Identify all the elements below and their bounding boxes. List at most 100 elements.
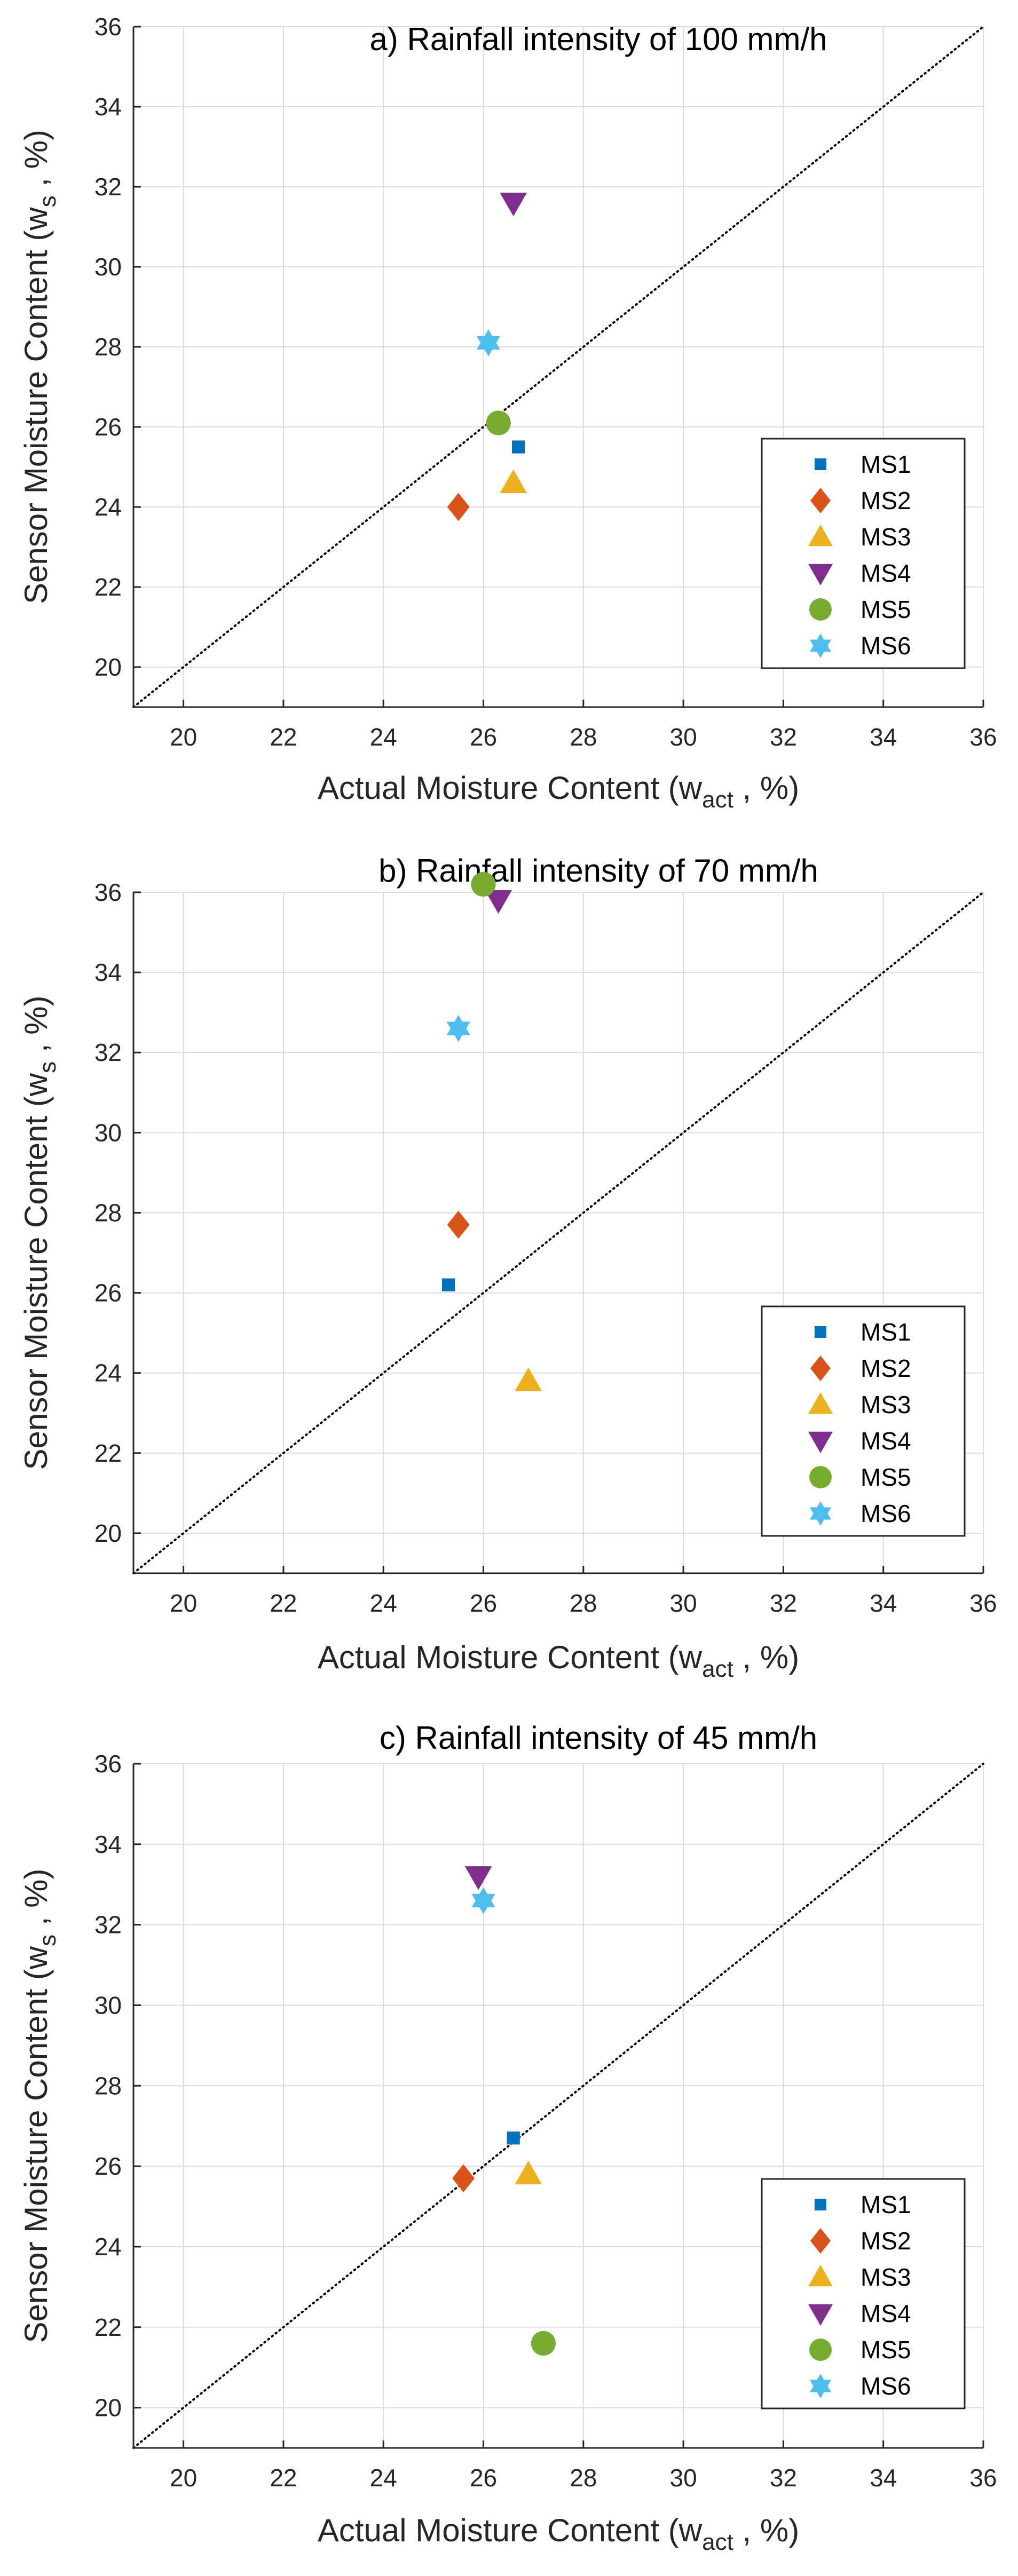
legend-marker-ms2 xyxy=(810,1356,831,1381)
legend-label: MS6 xyxy=(861,2372,911,2400)
x-tick-label: 24 xyxy=(370,1589,397,1617)
legend-marker-ms4 xyxy=(808,1431,833,1453)
reference-line-1to1 xyxy=(132,891,984,1574)
legend-label: MS5 xyxy=(861,1463,911,1491)
y-tick-label: 22 xyxy=(94,573,122,601)
legend-item-ms2: MS2 xyxy=(810,1354,911,1382)
y-axis-label-main: Sensor Moisture Content (w xyxy=(18,1946,54,2343)
x-axis-label-tail: , %) xyxy=(733,770,799,806)
x-tick-label: 22 xyxy=(270,723,297,751)
y-axis-label-tail: , %) xyxy=(18,996,54,1061)
x-tick-label: 30 xyxy=(670,723,697,751)
legend-item-ms4: MS4 xyxy=(808,559,911,587)
legend-label: MS6 xyxy=(861,632,911,660)
x-tick-label: 36 xyxy=(969,1589,997,1617)
legend-item-ms3: MS3 xyxy=(808,2263,911,2291)
y-tick-label: 36 xyxy=(94,878,122,906)
data-point-ms1 xyxy=(441,1278,455,1291)
x-tick-label: 30 xyxy=(670,1589,697,1617)
legend-item-ms2: MS2 xyxy=(810,487,911,514)
legend-marker-ms2 xyxy=(810,488,831,513)
x-axis-label-tail: , %) xyxy=(733,1639,799,1675)
x-axis-label-main: Actual Moisture Content (w xyxy=(318,1639,703,1675)
legend-marker-ms5 xyxy=(809,1466,832,1488)
legend-marker-ms1 xyxy=(815,2199,826,2210)
x-tick-label: 34 xyxy=(870,1589,897,1617)
y-tick-label: 36 xyxy=(94,13,122,41)
x-tick-label: 22 xyxy=(270,1589,297,1617)
legend-label: MS3 xyxy=(861,1391,911,1418)
y-axis-label: Sensor Moisture Content (ws , %) xyxy=(18,996,61,1470)
legend-item-ms2: MS2 xyxy=(810,2227,911,2255)
x-tick-label: 32 xyxy=(770,723,797,751)
legend: MS1 MS2 MS3 MS4 MS5 MS6 xyxy=(761,438,966,669)
data-point-ms5 xyxy=(471,871,496,897)
y-tick-label: 36 xyxy=(94,1750,122,1778)
x-tick-label: 36 xyxy=(969,2464,997,2492)
x-tick-label: 20 xyxy=(170,1589,197,1617)
y-tick-label: 28 xyxy=(94,1199,122,1226)
x-axis-label-subscript: act xyxy=(702,787,733,813)
y-tick-label: 24 xyxy=(94,493,122,521)
x-tick-label: 32 xyxy=(770,1589,797,1617)
y-axis-label-main: Sensor Moisture Content (w xyxy=(18,1073,54,1470)
x-tick-label: 24 xyxy=(370,2464,397,2492)
chart-title: c) Rainfall intensity of 45 mm/h xyxy=(380,1720,817,1756)
data-point-ms4 xyxy=(485,890,512,914)
y-axis-label-subscript: s xyxy=(35,1935,61,1946)
data-point-ms6 xyxy=(476,329,500,356)
legend-item-ms1: MS1 xyxy=(815,450,911,478)
y-tick-label: 24 xyxy=(94,2233,122,2261)
legend-label: MS2 xyxy=(861,487,911,514)
x-tick-label: 28 xyxy=(570,723,597,751)
legend-marker-ms4 xyxy=(808,2304,833,2326)
legend-marker-ms2 xyxy=(810,2228,831,2254)
data-point-ms2 xyxy=(452,2164,475,2193)
y-tick-label: 32 xyxy=(94,1911,122,1939)
data-point-ms2 xyxy=(447,493,470,521)
legend-marker-ms6 xyxy=(809,2374,832,2398)
y-axis-label: Sensor Moisture Content (ws , %) xyxy=(18,1869,61,2343)
legend: MS1 MS2 MS3 MS4 MS5 MS6 xyxy=(761,1305,966,1537)
data-point-ms4 xyxy=(500,193,527,217)
x-tick-label: 20 xyxy=(170,723,197,751)
legend-marker-ms6 xyxy=(809,1501,832,1526)
legend-box xyxy=(761,438,966,669)
legend-label: MS2 xyxy=(861,1354,911,1382)
data-point-ms4 xyxy=(464,1866,492,1890)
legend-marker-ms5 xyxy=(809,598,832,621)
legend-label: MS4 xyxy=(861,2300,911,2327)
legend-marker-ms6 xyxy=(809,633,832,658)
y-tick-label: 34 xyxy=(94,93,122,121)
x-tick-label: 26 xyxy=(470,1589,497,1617)
y-tick-label: 26 xyxy=(94,1279,122,1307)
data-point-ms5 xyxy=(486,410,511,435)
legend-box xyxy=(761,1305,966,1537)
data-point-ms5 xyxy=(531,2331,556,2356)
legend-item-ms6: MS6 xyxy=(809,632,911,660)
legend-marker-ms1 xyxy=(815,458,826,470)
x-axis-label-subscript: act xyxy=(702,1656,733,1682)
y-tick-label: 26 xyxy=(94,2152,122,2180)
y-tick-label: 20 xyxy=(94,653,122,681)
legend-item-ms1: MS1 xyxy=(815,2191,911,2218)
legend-marker-ms4 xyxy=(808,564,833,585)
data-point-ms1 xyxy=(507,2131,520,2145)
legend-label: MS1 xyxy=(861,2191,911,2218)
legend-item-ms3: MS3 xyxy=(808,523,911,551)
legend-label: MS2 xyxy=(861,2227,911,2255)
data-point-ms3 xyxy=(515,2160,542,2185)
x-tick-label: 22 xyxy=(270,2464,297,2492)
legend-item-ms1: MS1 xyxy=(815,1318,911,1346)
legend-label: MS5 xyxy=(861,596,911,623)
x-axis-label-main: Actual Moisture Content (w xyxy=(318,2512,703,2548)
x-tick-label: 34 xyxy=(870,723,897,751)
y-tick-label: 28 xyxy=(94,333,122,361)
x-tick-label: 28 xyxy=(570,1589,597,1617)
x-tick-label: 28 xyxy=(570,2464,597,2492)
y-tick-label: 32 xyxy=(94,1039,122,1066)
legend-item-ms3: MS3 xyxy=(808,1391,911,1418)
chart-panel-b: 20 22 24 26 28 30 32 34 36 20 22 24 26 28 30 32 34 36 b) R… xyxy=(18,853,997,1682)
legend-item-ms6: MS6 xyxy=(809,2372,911,2400)
